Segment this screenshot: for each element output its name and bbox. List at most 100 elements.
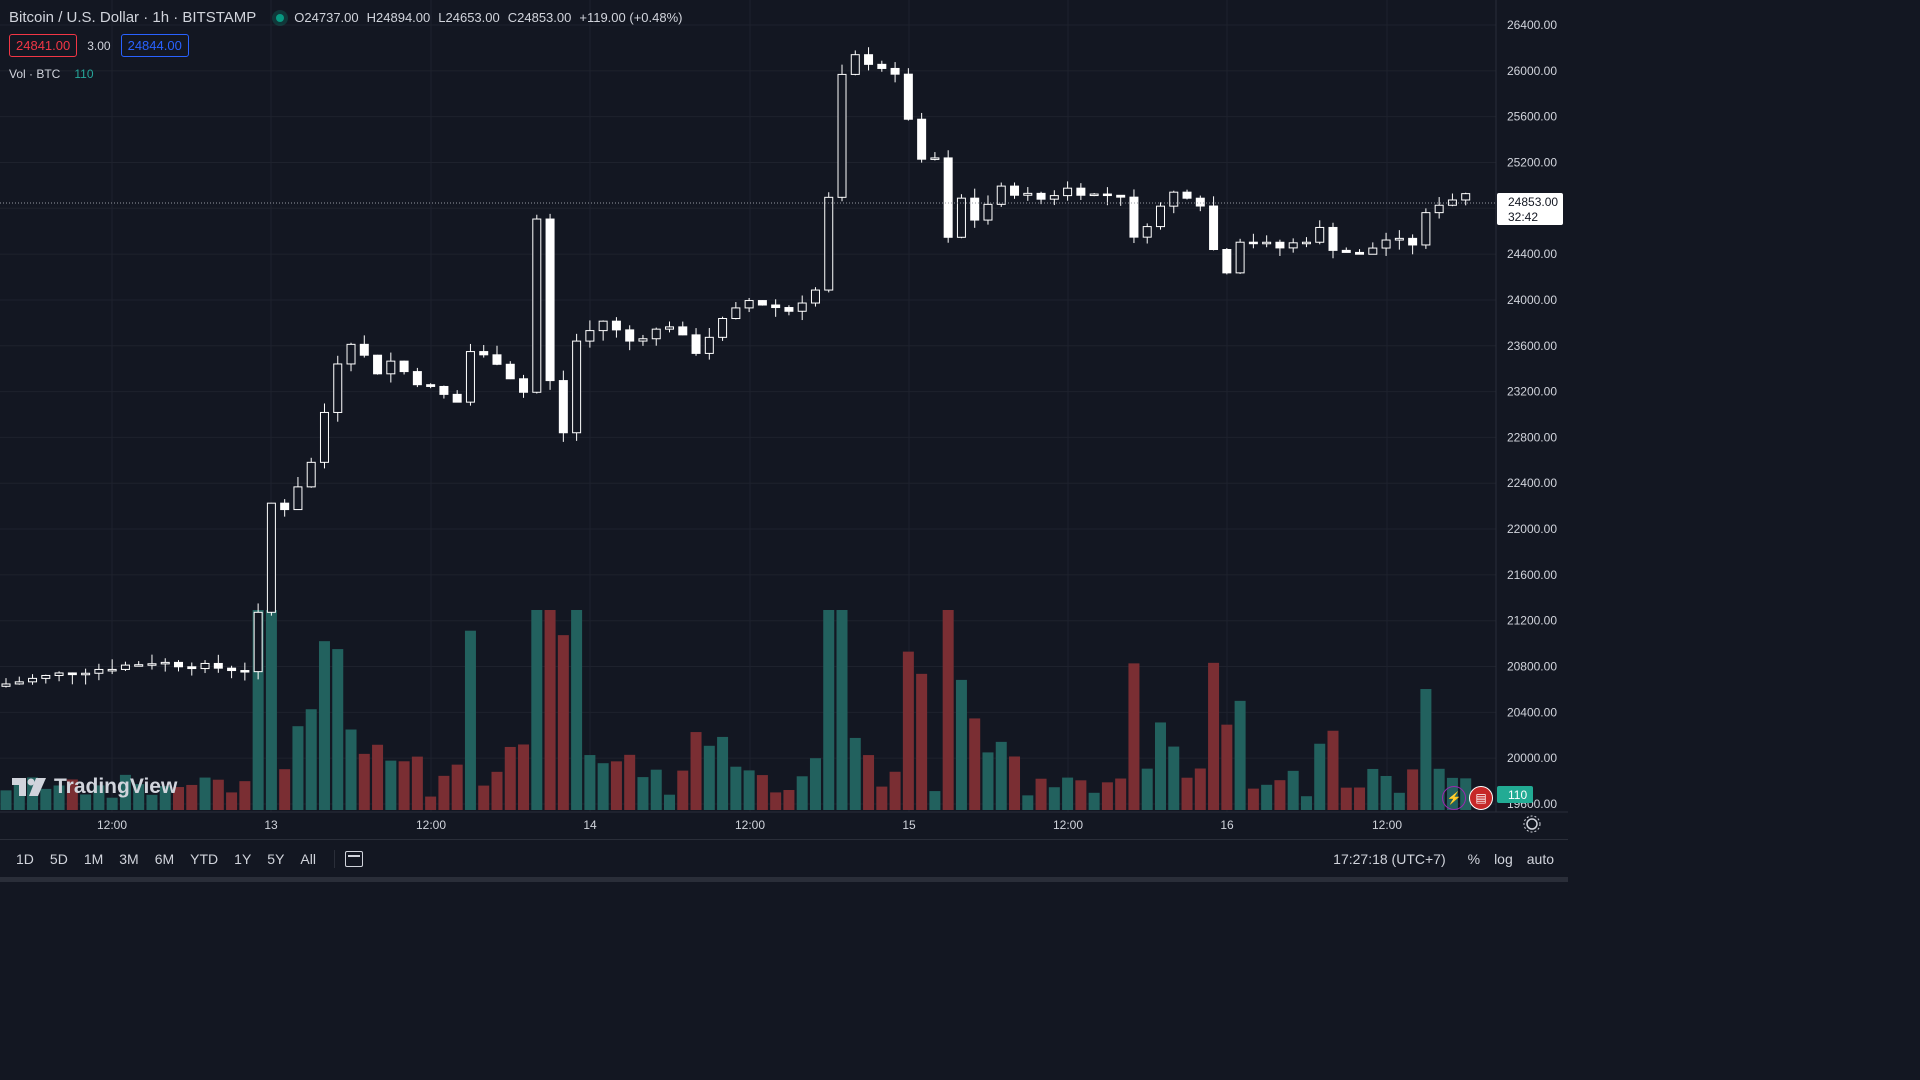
candle-body (850, 54, 860, 75)
volume-bar (624, 754, 636, 810)
price-tick-label: 25200.00 (1507, 155, 1557, 169)
volume-bar (1048, 787, 1060, 810)
candle-body (638, 338, 648, 342)
candle (1381, 232, 1391, 256)
candle (67, 672, 77, 685)
candle-body (293, 486, 303, 511)
candle-body (598, 320, 608, 332)
candle-body (903, 73, 913, 120)
volume-bar (464, 630, 476, 810)
volume-bar (664, 794, 675, 810)
range-1m[interactable]: 1M (83, 851, 104, 867)
candle-body (1222, 248, 1232, 274)
clock-timezone[interactable]: 17:27:18 (UTC+7) (1333, 851, 1446, 867)
volume-label[interactable]: Vol · BTC (9, 67, 61, 81)
candle-body (1089, 193, 1099, 197)
candle (545, 213, 555, 390)
candle-body (359, 343, 369, 356)
volume-bar (783, 790, 795, 810)
volume-bar (929, 791, 941, 810)
volume-bar (1009, 756, 1021, 810)
axis-settings-gear-icon[interactable] (1523, 815, 1541, 833)
volume-bar (1367, 768, 1379, 810)
candle-body (266, 502, 276, 613)
symbol-title[interactable]: Bitcoin / U.S. Dollar · 1h · BITSTAMP (9, 9, 257, 26)
candle (160, 658, 170, 672)
ohlc-high: H24894.00 (366, 10, 431, 25)
candle (1434, 197, 1444, 219)
candle-body (1328, 226, 1338, 251)
log-toggle[interactable]: log (1494, 851, 1513, 867)
volume-bar (1354, 787, 1366, 810)
volume-value: 110 (74, 67, 94, 81)
range-ytd[interactable]: YTD (190, 851, 219, 867)
price-axis[interactable]: 19600.0020000.0020400.0020800.0021200.00… (1495, 0, 1557, 812)
market-open-status-icon (276, 13, 285, 22)
candle (465, 343, 475, 406)
range-5d[interactable]: 5D (49, 851, 68, 867)
range-all[interactable]: All (300, 851, 316, 867)
candle-body (94, 668, 104, 674)
candle (1116, 194, 1126, 206)
goto-date-calendar-icon[interactable] (344, 851, 363, 867)
candle (1288, 238, 1298, 253)
candle (744, 297, 754, 313)
candle-body (983, 203, 993, 221)
candle (134, 661, 144, 667)
volume-bar (717, 736, 729, 810)
candle-body (1102, 193, 1112, 197)
candle (1447, 193, 1457, 207)
volume-value-label: 110 (1497, 786, 1533, 803)
candle-body (585, 330, 595, 342)
volume-bar (730, 766, 742, 810)
candle (54, 671, 64, 682)
candle (850, 50, 860, 76)
candle (107, 659, 117, 675)
volume-bar (478, 785, 490, 810)
candle (1301, 237, 1311, 248)
volume-bar (849, 737, 861, 810)
volume-bar (292, 726, 304, 810)
auto-toggle[interactable]: auto (1526, 851, 1554, 867)
candle-body (1301, 241, 1311, 245)
volume-bar (863, 755, 875, 810)
volume-bar (504, 746, 516, 810)
volume-bar (889, 771, 901, 810)
candle-body (691, 334, 701, 354)
time-tick-label: 13 (264, 818, 278, 832)
candle (996, 182, 1006, 207)
volume-bar (345, 729, 357, 810)
range-5y[interactable]: 5Y (267, 851, 285, 867)
buy-button[interactable]: 24844.00 (120, 34, 189, 57)
time-axis[interactable]: 12:00 13 12:00 14 12:00 15 12:00 16 12:00 (0, 811, 1568, 832)
toolbar-divider (333, 850, 335, 868)
candle (1169, 190, 1179, 214)
volume-bar (1062, 777, 1074, 810)
candle (373, 354, 383, 375)
range-3m[interactable]: 3M (119, 851, 139, 867)
volume-bar (372, 744, 384, 810)
candle-body (1461, 193, 1471, 201)
volume-bar (93, 785, 105, 810)
sell-button[interactable]: 24841.00 (9, 34, 78, 57)
horizontal-scrollbar[interactable] (0, 877, 1568, 882)
tradingview-logo[interactable]: TradingView (12, 775, 177, 799)
price-tick-label: 24000.00 (1507, 293, 1557, 307)
candle-body (492, 354, 502, 365)
candle-body (558, 380, 568, 434)
candle (1089, 193, 1099, 197)
candle-body (1381, 239, 1391, 249)
range-6m[interactable]: 6M (154, 851, 175, 867)
range-1d[interactable]: 1D (16, 851, 34, 867)
volume-bar (1393, 792, 1405, 810)
candle-body (545, 218, 555, 382)
lightning-icon[interactable]: ⚡ (1442, 786, 1466, 810)
candle (784, 305, 794, 316)
volume-bar (252, 610, 264, 810)
range-1y[interactable]: 1Y (234, 851, 252, 867)
candle-body (120, 664, 130, 670)
price-chart[interactable]: 19600.0020000.0020400.0020800.0021200.00… (0, 0, 1568, 839)
candle-body (970, 197, 980, 221)
percent-toggle[interactable]: % (1467, 851, 1481, 867)
us-flag-icon[interactable]: ▤ (1469, 786, 1493, 810)
